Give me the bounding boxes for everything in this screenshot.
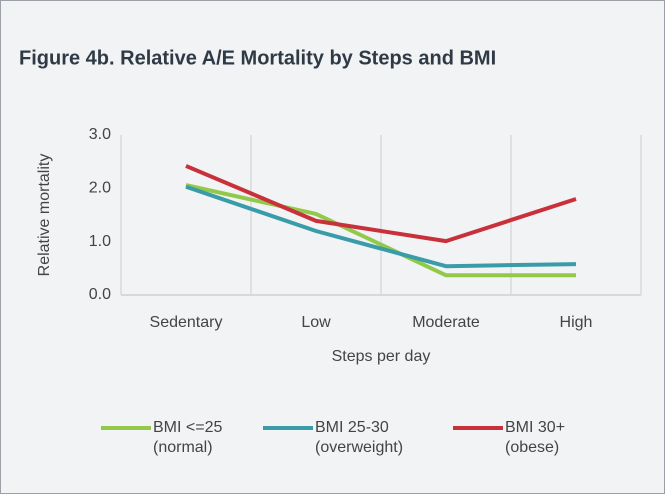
- y-tick-label: 1.0: [89, 233, 111, 250]
- x-tick-label: High: [560, 314, 593, 331]
- series-line: [185, 164, 577, 244]
- chart-title: Figure 4b. Relative A/E Mortality by Ste…: [19, 47, 496, 69]
- series-line: [185, 184, 577, 269]
- legend-label: BMI 25-30 (overweight): [315, 419, 404, 456]
- series-line: [185, 183, 576, 278]
- y-tick-label: 0.0: [89, 286, 111, 303]
- legend-label: BMI 30+ (obese): [505, 419, 566, 456]
- y-axis-title: Relative mortality: [36, 154, 53, 277]
- legend-label: BMI <=25 (normal): [153, 419, 223, 456]
- x-tick-label: Low: [301, 314, 331, 331]
- x-tick-label: Sedentary: [150, 314, 223, 331]
- x-axis-title: Steps per day: [332, 348, 431, 365]
- y-tick-label: 3.0: [89, 126, 111, 143]
- x-tick-label: Moderate: [412, 314, 480, 331]
- y-tick-label: 2.0: [89, 180, 111, 197]
